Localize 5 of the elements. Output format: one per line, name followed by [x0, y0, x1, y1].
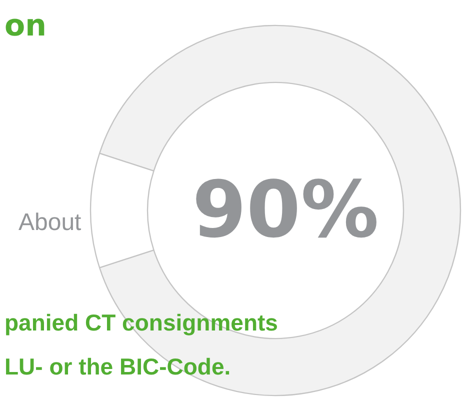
chart-title: on	[4, 8, 46, 44]
text: panied CT consignments	[4, 310, 278, 336]
data-label: 90%	[192, 166, 379, 256]
text: LU- or the BIC-Code.	[4, 354, 231, 380]
text: About	[18, 209, 82, 236]
